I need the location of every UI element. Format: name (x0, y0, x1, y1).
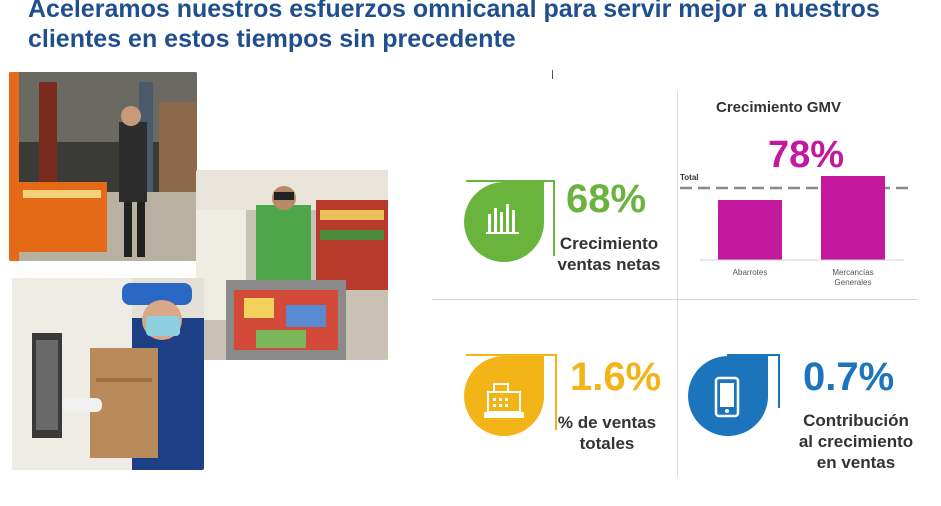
horizontal-divider (432, 299, 918, 300)
bar-chart-icon (464, 180, 555, 262)
gmv-chart: Total (680, 173, 912, 261)
chart-title: Crecimiento GMV (716, 99, 842, 116)
total-sales-value: 1.6% (570, 355, 662, 399)
net-sales-label: Crecimiento ventas netas (557, 234, 661, 274)
bar-mercancias-generales (821, 176, 885, 260)
photo-store-cart (196, 170, 388, 360)
cash-register-icon (464, 354, 557, 436)
photo-store-picker (9, 72, 197, 261)
category-label-mercancias-generales: Mercancías Generales (832, 268, 874, 287)
photo-delivery-worker (12, 278, 204, 470)
bar-abarrotes (718, 200, 782, 260)
category-label-abarrotes: Abarrotes (732, 268, 768, 277)
smartphone-icon (688, 354, 780, 436)
contribution-label: Contribución al crecimiento en ventas (798, 411, 914, 472)
total-sales-label: % de ventas totales (557, 413, 657, 453)
chart-headline-value: 78% (768, 134, 845, 176)
net-sales-value: 68% (566, 177, 647, 221)
vertical-divider (677, 91, 678, 477)
contribution-value: 0.7% (803, 355, 895, 399)
reference-line-label: Total (680, 173, 699, 182)
tick-mark (552, 70, 553, 79)
page-title: Aceleramos nuestros esfuerzos omnicanal … (28, 0, 880, 53)
